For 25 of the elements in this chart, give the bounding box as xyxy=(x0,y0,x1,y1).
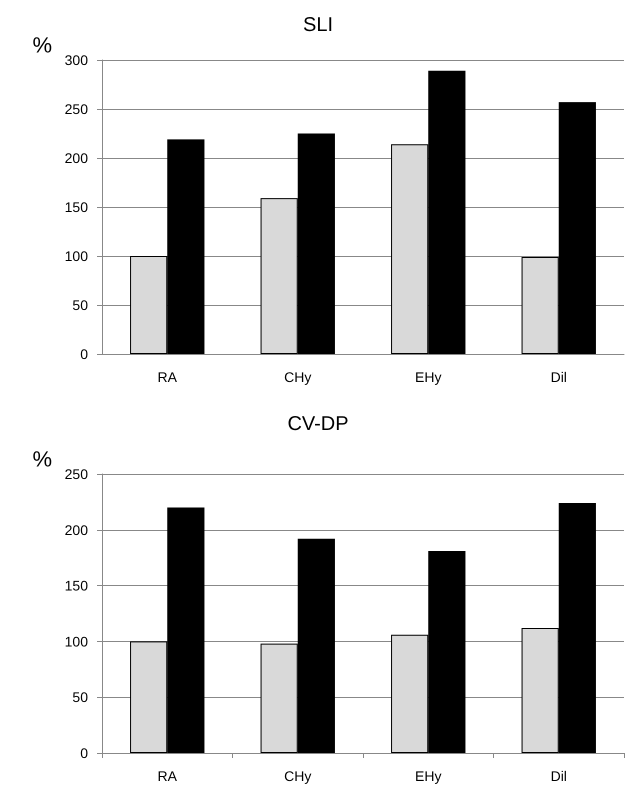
y-tick-label: 250 xyxy=(64,101,88,117)
x-tick-label: RA xyxy=(158,369,178,385)
y-tick-label: 200 xyxy=(64,522,88,538)
y-tick-label: 50 xyxy=(72,689,88,706)
y-tick-label: 100 xyxy=(64,633,88,650)
x-tick-label: EHy xyxy=(415,768,442,784)
y-tick-label: 150 xyxy=(64,578,88,594)
y-axis-title: % xyxy=(32,32,52,58)
y-tick-label: 0 xyxy=(80,346,88,362)
y-tick-label: 0 xyxy=(80,745,88,761)
y-tick-label: 300 xyxy=(64,52,88,68)
x-tick-label: EHy xyxy=(415,369,442,385)
y-tick-label: 200 xyxy=(64,150,88,166)
y-tick-label: 250 xyxy=(64,466,88,482)
x-tick-label: Dil xyxy=(550,768,567,784)
y-tick-label: 150 xyxy=(64,199,88,215)
x-tick-label: RA xyxy=(158,768,178,784)
y-tick-label: 100 xyxy=(64,248,88,264)
chart-title: CV-DP xyxy=(287,413,349,435)
x-tick-label: Dil xyxy=(550,369,567,385)
x-tick-label: CHy xyxy=(284,369,312,385)
chart-title: SLI xyxy=(302,14,334,36)
y-axis-title: % xyxy=(32,446,52,472)
x-tick-label: CHy xyxy=(284,768,312,784)
y-tick-label: 50 xyxy=(72,297,88,313)
